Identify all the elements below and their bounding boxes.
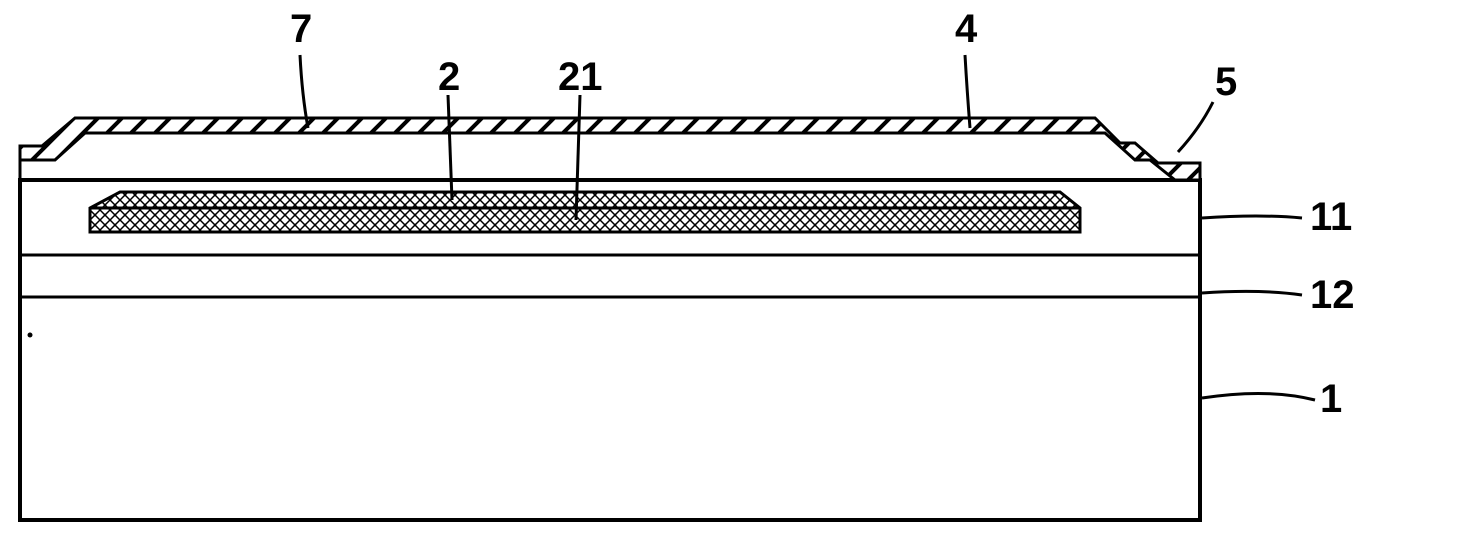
upper-hatched-layer	[20, 118, 1200, 180]
label-11: 11	[1310, 195, 1352, 239]
label-12: 12	[1310, 273, 1355, 317]
label-1: 1	[1320, 377, 1342, 421]
label-7: 7	[290, 7, 312, 51]
cross-section-diagram: 7 2 21 4 5 11 12 1	[0, 0, 1464, 538]
diagram-svg: 7 2 21 4 5 11 12 1	[0, 0, 1464, 538]
middle-hatched-layer	[90, 192, 1080, 232]
label-2: 2	[438, 55, 460, 99]
label-4: 4	[955, 7, 978, 51]
label-5: 5	[1215, 60, 1237, 104]
reference-dot	[28, 333, 33, 338]
label-21: 21	[558, 55, 603, 99]
